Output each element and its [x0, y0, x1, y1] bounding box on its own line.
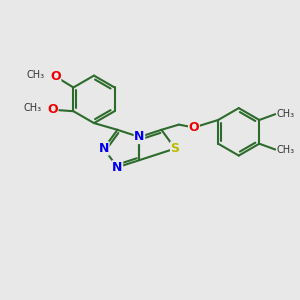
Text: O: O [50, 70, 61, 83]
Text: CH₃: CH₃ [26, 70, 44, 80]
Text: CH₃: CH₃ [23, 103, 42, 113]
Text: N: N [112, 161, 123, 174]
Text: N: N [99, 142, 109, 155]
Text: CH₃: CH₃ [277, 109, 295, 119]
Text: O: O [47, 103, 58, 116]
Text: CH₃: CH₃ [277, 145, 295, 154]
Text: O: O [189, 121, 199, 134]
Text: N: N [134, 130, 145, 143]
Text: S: S [171, 142, 180, 155]
